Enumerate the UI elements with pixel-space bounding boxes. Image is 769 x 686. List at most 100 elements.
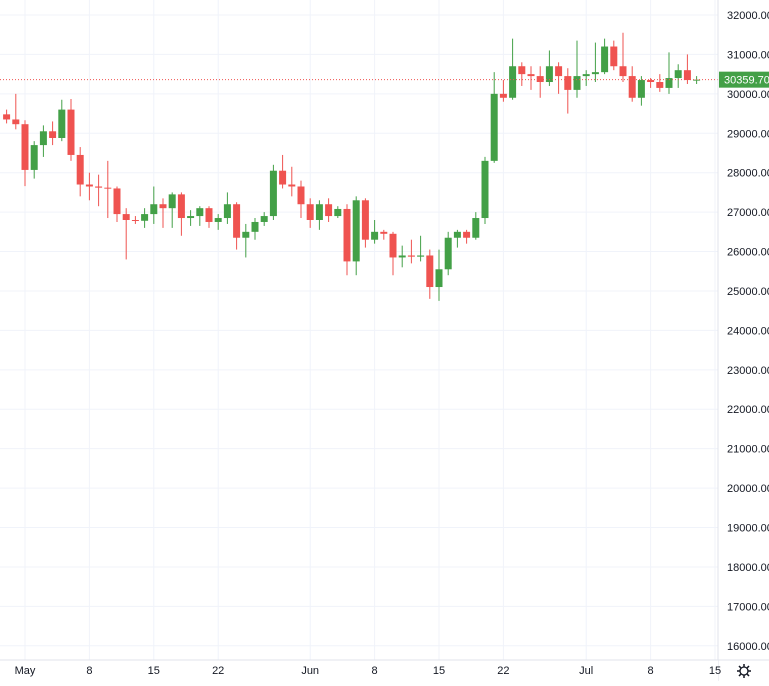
candle-body (315, 204, 323, 220)
candle-body (665, 78, 673, 88)
candle-body (39, 131, 47, 146)
last-price-box (719, 71, 769, 88)
candle-body (601, 46, 609, 73)
candle-body (398, 255, 406, 258)
candle-body (187, 216, 195, 219)
x-tick-label: Jul (579, 665, 593, 677)
candle-body (499, 93, 507, 98)
candle-body (214, 218, 222, 222)
candle-body (417, 255, 425, 257)
candle-body (279, 170, 287, 185)
plot-area (0, 32, 718, 301)
candle-body (49, 131, 57, 138)
candle-body (527, 74, 535, 77)
candle-body (453, 231, 461, 238)
candle-body (122, 214, 130, 220)
candle-body (177, 194, 185, 219)
candle-body (288, 184, 296, 187)
y-tick-label: 30000.00 (727, 89, 769, 101)
candle-body (21, 124, 29, 170)
y-tick-label: 26000.00 (727, 247, 769, 259)
gear-teeth (737, 664, 751, 678)
candle-body (380, 231, 388, 234)
y-tick-label: 19000.00 (727, 523, 769, 535)
x-tick-label: May (15, 665, 36, 677)
candle-body (85, 184, 93, 187)
y-tick-label: 18000.00 (727, 562, 769, 574)
candle-body (361, 200, 369, 240)
price-axis-pane (718, 0, 769, 681)
candle-body (159, 204, 167, 209)
y-tick-label: 16000.00 (727, 641, 769, 653)
candle-body (233, 204, 241, 238)
x-tick-label: 15 (148, 665, 160, 677)
candle-body (141, 214, 149, 221)
candle-body (573, 76, 581, 90)
candle-body (297, 186, 305, 205)
candle-body (555, 66, 563, 77)
candle-body (619, 66, 627, 77)
candle-body (490, 93, 498, 161)
candle-body (242, 231, 250, 238)
y-tick-label: 20000.00 (727, 483, 769, 495)
y-tick-label: 32000.00 (727, 10, 769, 22)
last-price-label: 30359.70 (724, 75, 769, 87)
candle-body (371, 231, 379, 240)
y-tick-label: 22000.00 (727, 404, 769, 416)
candle-body (536, 76, 544, 83)
candle-body (610, 46, 618, 67)
candle-body (637, 80, 645, 98)
x-tick-label: Jun (301, 665, 319, 677)
x-tick-label: 22 (212, 665, 224, 677)
candle-body (407, 255, 415, 257)
candle-body (343, 208, 351, 262)
candle-body (463, 231, 471, 238)
candle-body (334, 208, 342, 217)
candle-body (3, 114, 11, 120)
candle-body (628, 76, 636, 98)
candle-body (656, 82, 664, 88)
y-tick-label: 21000.00 (727, 444, 769, 456)
candle-body (260, 216, 268, 222)
candle-body (481, 160, 489, 219)
candle-body (67, 109, 75, 155)
candle-body (104, 187, 112, 189)
x-tick-label: 15 (709, 665, 721, 677)
candle-body (352, 200, 360, 262)
x-tick-label: 8 (648, 665, 654, 677)
time-axis-pane (0, 660, 718, 681)
candle-body (518, 66, 526, 75)
y-tick-label: 25000.00 (727, 286, 769, 298)
gear-ring (739, 666, 749, 676)
candle-body (674, 70, 682, 79)
candle-body (591, 72, 599, 75)
candle-body (472, 218, 480, 238)
candle-body (76, 154, 84, 185)
candle-body (426, 255, 434, 288)
candle-body (509, 66, 517, 98)
candle-body (269, 170, 277, 217)
candle-body (58, 109, 66, 138)
x-tick-label: 8 (86, 665, 92, 677)
candle-body (564, 76, 572, 90)
candle-body (150, 204, 158, 215)
y-tick-label: 31000.00 (727, 49, 769, 61)
candle-body (545, 66, 553, 83)
y-tick-label: 24000.00 (727, 325, 769, 337)
candle-body (113, 188, 121, 215)
candle-body (389, 233, 397, 258)
x-tick-label: 22 (497, 665, 509, 677)
y-tick-label: 27000.00 (727, 207, 769, 219)
candle-body (647, 80, 655, 83)
settings-gear[interactable] (737, 664, 751, 678)
candle-body (306, 204, 314, 220)
candle-body (223, 204, 231, 219)
candle-body (131, 220, 139, 221)
candle-body (95, 186, 103, 188)
candle-body (30, 145, 38, 170)
y-tick-label: 23000.00 (727, 365, 769, 377)
candle-body (325, 204, 333, 217)
x-tick-label: 8 (372, 665, 378, 677)
y-tick-label: 29000.00 (727, 128, 769, 140)
